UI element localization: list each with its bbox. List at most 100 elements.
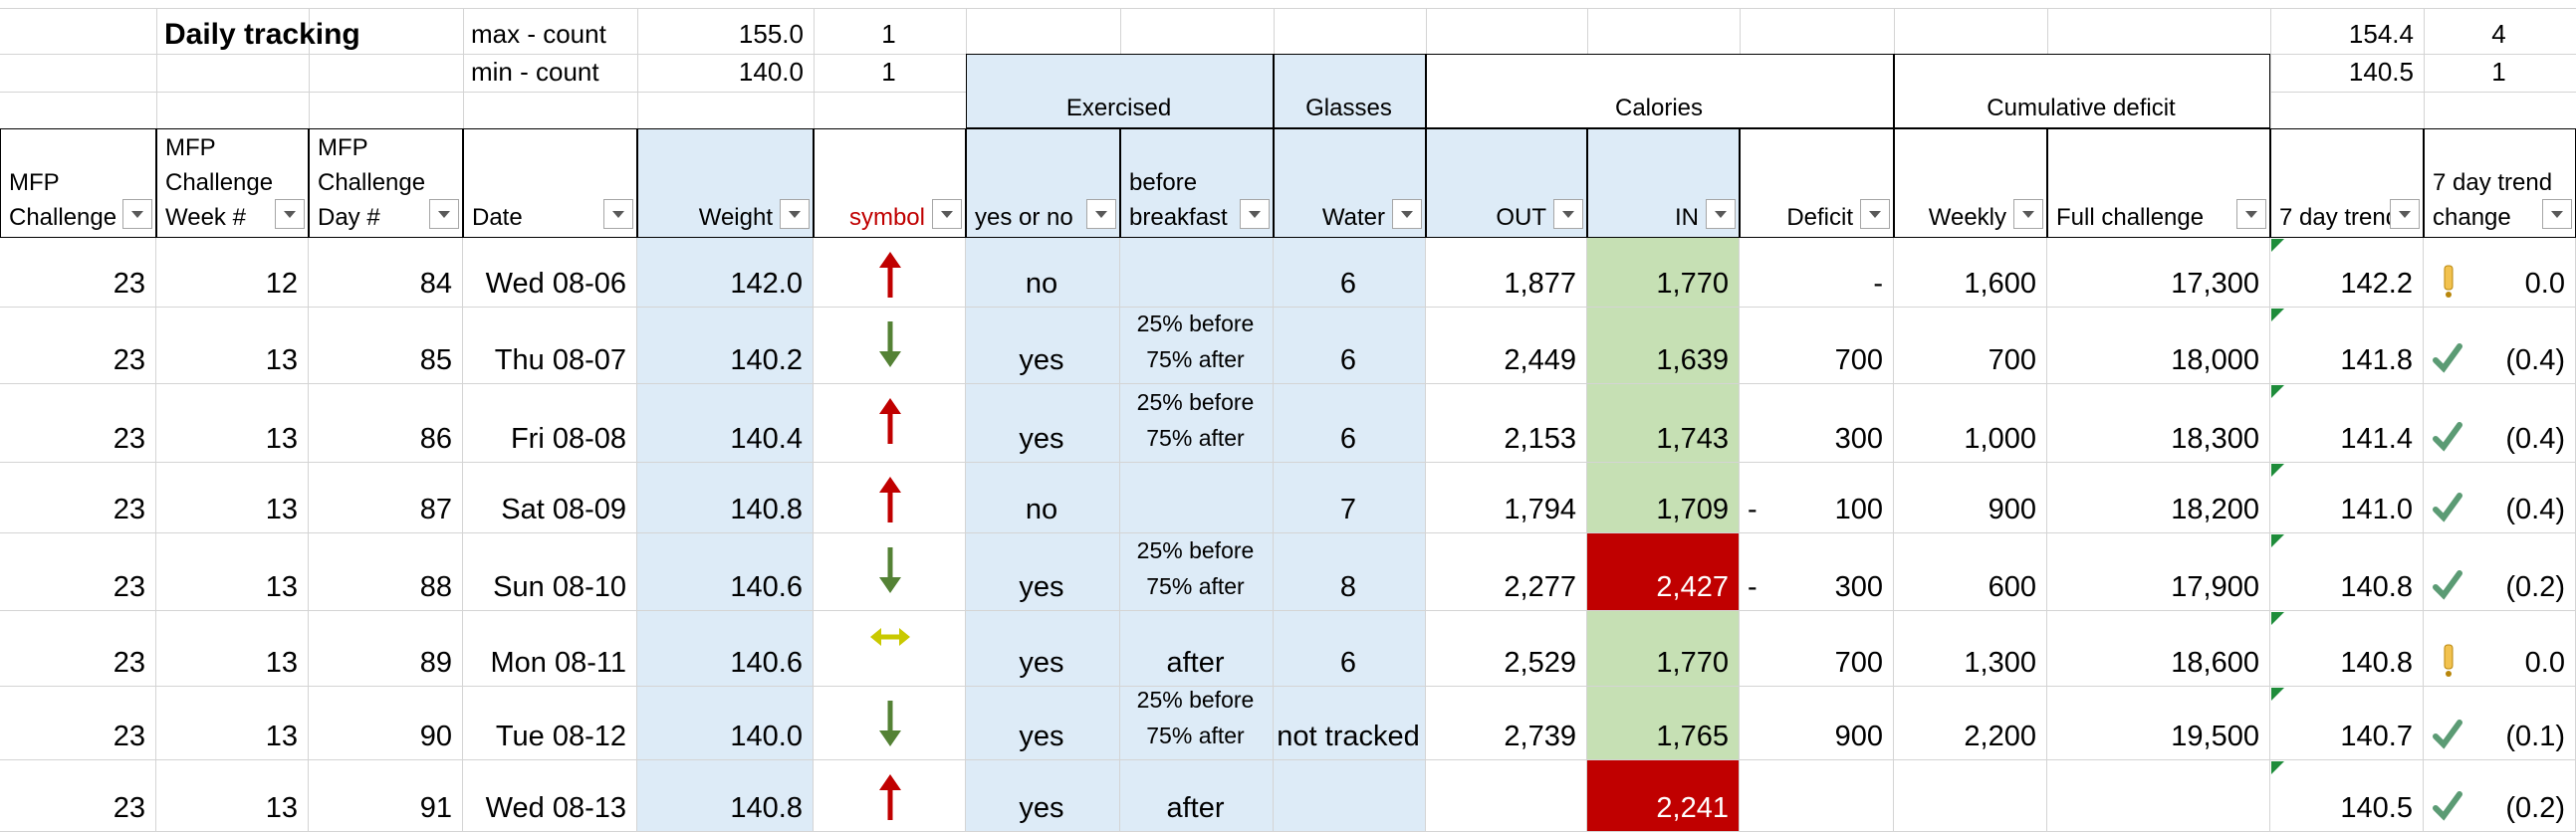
cell-text: Fri 08-08 bbox=[510, 423, 626, 455]
cell-text: before bbox=[1129, 169, 1198, 196]
cell-text: Weight bbox=[698, 204, 773, 231]
cell-text: min - count bbox=[471, 57, 599, 87]
cell-text: 25% before bbox=[1136, 389, 1255, 415]
cell: 18,300 bbox=[2047, 384, 2270, 463]
cell-text: symbol bbox=[848, 204, 925, 231]
cell-text: no bbox=[1025, 268, 1058, 300]
cell: Calories bbox=[1426, 54, 1894, 128]
cell: 23 bbox=[0, 687, 156, 760]
cell-text: 300 bbox=[1834, 423, 1883, 455]
cell-text: 142.0 bbox=[730, 268, 803, 300]
cell-text: Full challenge bbox=[2056, 204, 2205, 231]
cell: Deficit bbox=[1740, 128, 1894, 238]
cell: Exercised bbox=[966, 54, 1274, 128]
cell-text: max - count bbox=[471, 19, 606, 49]
in-fill bbox=[1587, 384, 1740, 463]
cell-text: yes bbox=[1019, 647, 1064, 679]
error-indicator bbox=[2271, 385, 2285, 399]
cell: 700 bbox=[1740, 611, 1894, 687]
cell-text: 1,000 bbox=[1964, 423, 2036, 455]
cell: Wed 08-06 bbox=[463, 238, 637, 308]
cell: (0.4) bbox=[2424, 463, 2576, 533]
cell-text: 1,743 bbox=[1656, 423, 1729, 455]
filter-button[interactable] bbox=[780, 199, 810, 229]
cell-text: 2,200 bbox=[1964, 721, 2036, 752]
filter-button[interactable] bbox=[1240, 199, 1270, 229]
cell-text: Tue 08-12 bbox=[495, 721, 626, 752]
error-indicator bbox=[2271, 688, 2285, 702]
cell: 13 bbox=[156, 533, 309, 611]
filter-button[interactable] bbox=[603, 199, 633, 229]
cell-text: - bbox=[1748, 571, 1757, 603]
cell-text: 141.8 bbox=[2340, 344, 2413, 376]
cell: 6 bbox=[1274, 384, 1426, 463]
cell-text: 1,639 bbox=[1656, 344, 1729, 376]
cell: after bbox=[1120, 611, 1274, 687]
filter-button[interactable] bbox=[2390, 199, 2420, 229]
cell-text: 6 bbox=[1339, 268, 1357, 300]
cell-text: IN bbox=[1675, 204, 1699, 231]
cell: 6 bbox=[1274, 308, 1426, 384]
cell: 900 bbox=[1740, 687, 1894, 760]
cell-text: 140.4 bbox=[730, 423, 803, 455]
cell-text: 13 bbox=[265, 792, 298, 824]
cell: 25% before 75% after bbox=[1120, 384, 1274, 463]
cell-text: 7 day trend bbox=[2279, 204, 2400, 231]
cell: (0.4) bbox=[2424, 308, 2576, 384]
cell bbox=[814, 308, 966, 384]
cell-text: 13 bbox=[265, 721, 298, 752]
cell: Cumulative deficit bbox=[1894, 54, 2270, 128]
filter-button[interactable] bbox=[2236, 199, 2266, 229]
cell-text: Water bbox=[1321, 204, 1385, 231]
filter-button[interactable] bbox=[2013, 199, 2043, 229]
cell-text: Cumulative deficit bbox=[1987, 95, 2176, 121]
filter-button[interactable] bbox=[122, 199, 152, 229]
cell-text: 13 bbox=[265, 571, 298, 603]
in-fill bbox=[1587, 533, 1740, 611]
cell: 23 bbox=[0, 308, 156, 384]
cell-text: 140.0 bbox=[738, 57, 804, 87]
filter-button[interactable] bbox=[1392, 199, 1422, 229]
trend-arrow bbox=[869, 607, 910, 665]
cell-text: 140.5 bbox=[2348, 57, 2414, 87]
cell-text: 1,765 bbox=[1656, 721, 1729, 752]
cell: 1 bbox=[814, 54, 966, 92]
cell-text: Wed 08-13 bbox=[485, 792, 626, 824]
cell: 1,770 bbox=[1587, 611, 1740, 687]
cell-text: 23 bbox=[113, 494, 145, 525]
cell-text: Mon 08-11 bbox=[490, 647, 627, 679]
filter-button[interactable] bbox=[429, 199, 459, 229]
cell-text: 1 bbox=[2491, 57, 2506, 87]
cell-text: Calories bbox=[1614, 95, 1704, 121]
filter-button[interactable] bbox=[1553, 199, 1583, 229]
cell-text: 75% after bbox=[1146, 425, 1245, 451]
cell: 0.0 bbox=[2424, 611, 2576, 687]
filter-button[interactable] bbox=[1860, 199, 1890, 229]
cell: 140.6 bbox=[637, 611, 814, 687]
cell-text: 23 bbox=[113, 423, 145, 455]
filter-button[interactable] bbox=[932, 199, 962, 229]
cell: 19,500 bbox=[2047, 687, 2270, 760]
cell bbox=[814, 463, 966, 533]
cell: yes bbox=[966, 384, 1120, 463]
cell: 18,000 bbox=[2047, 308, 2270, 384]
cell: 90 bbox=[309, 687, 463, 760]
cell-text: 700 bbox=[1834, 647, 1883, 679]
cell: no bbox=[966, 238, 1120, 308]
status-icon bbox=[2432, 262, 2465, 300]
cell-text: 140.8 bbox=[2340, 571, 2413, 603]
cell-text: 700 bbox=[1834, 344, 1883, 376]
cell: yes bbox=[966, 687, 1120, 760]
filter-button[interactable] bbox=[1086, 199, 1116, 229]
error-indicator bbox=[2271, 534, 2285, 548]
filter-button[interactable] bbox=[275, 199, 305, 229]
cell: 84 bbox=[309, 238, 463, 308]
cell: 13 bbox=[156, 308, 309, 384]
filter-button[interactable] bbox=[2542, 199, 2572, 229]
cell-text: (0.4) bbox=[2505, 494, 2565, 525]
cell-text: 13 bbox=[265, 647, 298, 679]
grid-line bbox=[309, 0, 310, 128]
filter-button[interactable] bbox=[1706, 199, 1736, 229]
cell-text: 87 bbox=[419, 494, 452, 525]
